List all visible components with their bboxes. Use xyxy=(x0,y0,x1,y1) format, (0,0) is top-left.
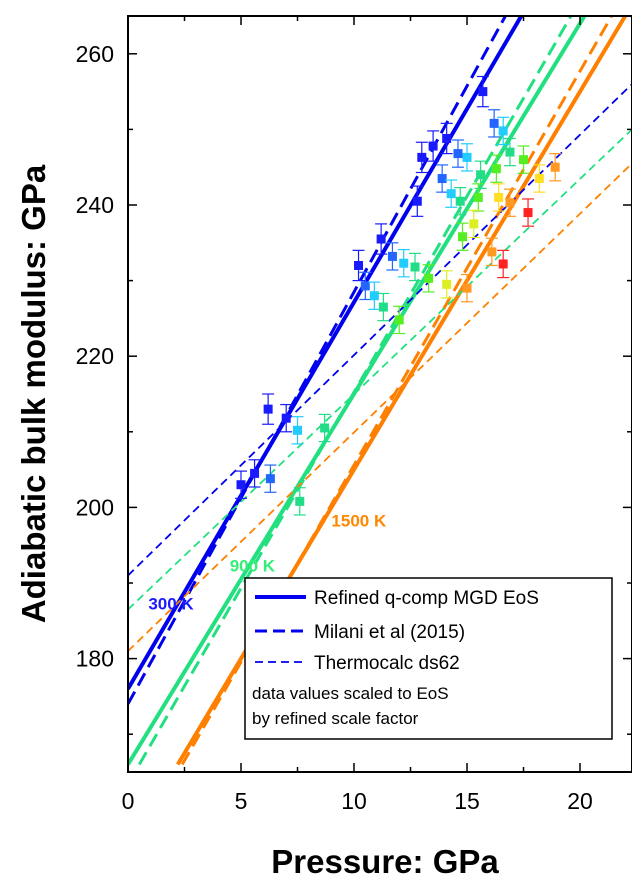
legend: Refined q-comp MGD EoS Milani et al (201… xyxy=(244,577,613,740)
data-point-5 xyxy=(376,234,386,244)
legend-note-line-1: data values scaled to EoS xyxy=(252,684,449,703)
data-point-7 xyxy=(417,152,427,162)
data-point-41 xyxy=(487,247,497,257)
legend-entry-thermocalc: Thermocalc ds62 xyxy=(314,653,460,674)
temperature-labels: 300 K 900 K 1500 K xyxy=(148,511,387,613)
data-point-2 xyxy=(263,404,273,414)
data-point-21 xyxy=(498,126,508,136)
data-point-29 xyxy=(505,147,515,157)
data-point-22 xyxy=(446,189,456,199)
y-tick-label: 180 xyxy=(76,646,114,672)
fit-line-thin-dashed-6 xyxy=(128,83,632,577)
plot-frame xyxy=(127,15,632,773)
data-point-26 xyxy=(410,262,420,272)
temperature-label-1500k: 1500 K xyxy=(331,511,387,530)
legend-box xyxy=(244,577,613,740)
data-point-42 xyxy=(505,198,515,208)
legend-note-line-2: by refined scale factor xyxy=(252,709,419,728)
data-point-35 xyxy=(519,155,529,165)
data-point-39 xyxy=(534,174,544,184)
data-point-44 xyxy=(498,259,508,269)
legend-entry-refined: Refined q-comp MGD EoS xyxy=(314,588,539,609)
data-point-10 xyxy=(478,87,488,97)
data-point-8 xyxy=(428,141,438,151)
fit-line-solid-0 xyxy=(128,16,523,690)
data-point-43 xyxy=(550,162,560,172)
x-tick-label: 5 xyxy=(235,788,248,814)
data-point-45 xyxy=(523,208,533,218)
data-point-27 xyxy=(455,196,465,206)
data-point-13 xyxy=(387,251,397,261)
data-point-6 xyxy=(412,196,422,206)
temperature-label-300k: 300 K xyxy=(148,594,194,613)
data-point-31 xyxy=(424,273,434,283)
data-point-37 xyxy=(469,219,479,229)
data-point-36 xyxy=(442,279,452,289)
y-tick-label: 240 xyxy=(76,192,114,218)
data-point-34 xyxy=(491,164,501,174)
data-point-14 xyxy=(437,174,447,184)
y-axis-title: Adiabatic bulk modulus: GPa xyxy=(15,164,52,623)
x-tick-label: 0 xyxy=(122,788,135,814)
x-tick-label: 20 xyxy=(567,788,593,814)
data-point-30 xyxy=(394,315,404,325)
data-point-15 xyxy=(453,149,463,159)
data-point-0 xyxy=(236,480,246,490)
x-axis-title: Pressure: GPa xyxy=(271,843,499,877)
data-point-24 xyxy=(320,423,330,433)
data-point-11 xyxy=(265,474,275,484)
data-point-40 xyxy=(462,283,472,293)
data-point-38 xyxy=(494,192,504,202)
fit-line-dashed-3 xyxy=(128,16,507,705)
data-point-17 xyxy=(293,425,303,435)
data-point-1 xyxy=(250,468,260,478)
x-tick-label: 15 xyxy=(454,788,480,814)
x-tick-label: 10 xyxy=(341,788,367,814)
data-point-23 xyxy=(295,496,305,506)
temperature-label-900k: 900 K xyxy=(230,557,276,576)
y-tick-label: 260 xyxy=(76,41,114,67)
data-point-32 xyxy=(457,232,467,242)
fit-line-dashed-4 xyxy=(138,16,573,766)
data-point-18 xyxy=(369,291,379,301)
data-point-28 xyxy=(476,170,486,180)
data-point-19 xyxy=(399,258,409,268)
legend-entry-milani: Milani et al (2015) xyxy=(314,622,465,643)
data-point-12 xyxy=(360,281,370,291)
data-point-3 xyxy=(281,413,291,423)
axis-ticks: 0 5 10 15 20 180 200 220 240 260 xyxy=(76,16,632,814)
fit-line-dashed-5 xyxy=(180,16,613,766)
data-point-4 xyxy=(354,260,364,270)
data-points xyxy=(235,75,562,516)
data-point-9 xyxy=(442,133,452,143)
data-point-33 xyxy=(473,192,483,202)
data-point-25 xyxy=(378,302,388,312)
data-point-16 xyxy=(489,118,499,128)
y-tick-label: 200 xyxy=(76,494,114,520)
fit-line-thin-dashed-7 xyxy=(128,128,632,611)
y-tick-label: 220 xyxy=(76,343,114,369)
data-point-20 xyxy=(462,152,472,162)
